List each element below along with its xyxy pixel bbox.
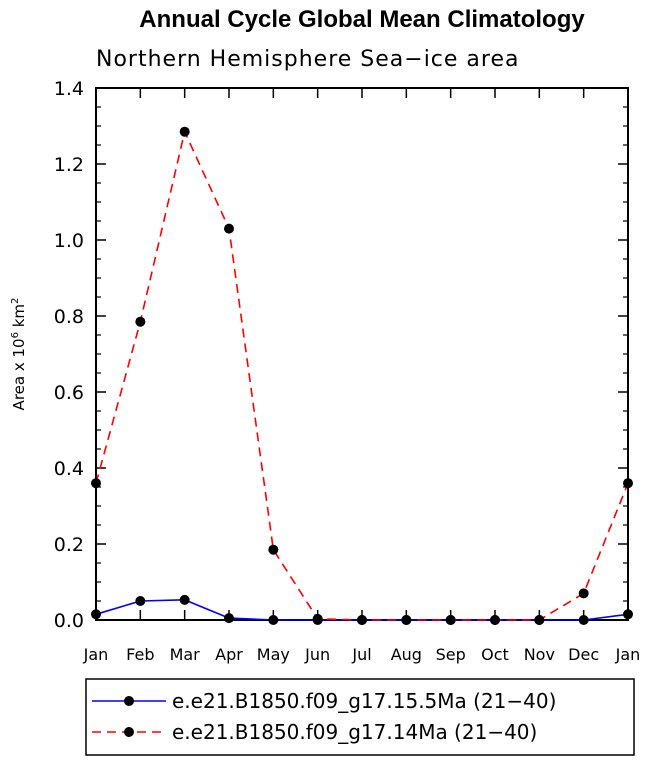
y-axis-label-unit: km [10,304,28,327]
chart-title: Annual Cycle Global Mean Climatology [139,6,585,33]
data-point [179,126,190,137]
data-point [135,316,146,327]
legend-label: e.e21.B1850.f09_g17.15.5Ma (21−40) [172,689,556,713]
data-point [91,609,101,620]
legend-marker [124,727,134,737]
data-point [135,596,146,606]
data-point [623,478,633,489]
data-point [224,223,234,234]
x-tick-label: Feb [126,645,154,664]
y-tick-label: 0.0 [54,610,84,632]
x-tick-label: Jan [83,645,109,664]
x-tick-label: Dec [568,645,599,664]
y-tick-label: 1.2 [54,154,84,176]
data-point [490,615,500,625]
y-tick-label: 1.0 [54,230,84,252]
y-tick-label: 0.2 [54,534,84,556]
y-axis-label-text: Area x 10 [10,338,28,410]
x-tick-label: Mar [170,645,201,664]
y-axis: 0.0 0.2 0.4 0.6 0.8 1.0 1.2 1.4 [54,78,628,632]
series-layer [91,126,633,625]
series-line [95,129,629,621]
x-tick-label: Jul [351,645,371,664]
y-tick-label: 1.4 [54,78,84,100]
data-point [179,594,190,605]
plot-area [95,87,629,621]
legend-label: e.e21.B1850.f09_g17.14Ma (21−40) [172,720,537,744]
legend-box [85,678,635,756]
y-axis-label-exponent: 6 [10,332,21,338]
data-point [224,613,234,624]
legend-marker [124,696,134,706]
x-tick-label: Jun [304,645,330,664]
x-tick-label: May [257,645,290,664]
legend: e.e21.B1850.f09_g17.15.5Ma (21−40) e.e21.… [85,678,635,756]
chart-subtitle: Northern Hemisphere Sea−ice area [96,47,520,72]
x-tick-label: Oct [481,645,509,664]
data-point [357,615,367,625]
data-point [91,478,101,489]
data-point [578,615,589,625]
y-axis-label-unit-exponent: 2 [10,298,21,304]
data-point [534,615,545,625]
x-axis: Jan Feb Mar Apr May Jun Jul Aug Sep Oct Nov Dec Jan [83,88,641,664]
x-tick-label: Nov [524,645,555,664]
y-axis-label: Area x 106 km2 [10,298,28,411]
legend-items: e.e21.B1850.f09_g17.15.5Ma (21−40) e.e21.… [92,689,556,744]
data-point [623,609,633,620]
y-tick-label: 0.8 [54,306,84,328]
y-tick-label: 0.6 [54,382,84,404]
y-tick-label: 0.4 [54,458,84,480]
x-tick-label: Apr [215,645,243,664]
x-tick-label: Aug [391,645,422,664]
data-point [445,615,456,625]
data-point [268,544,279,555]
data-point [578,588,589,599]
data-point [401,615,412,625]
data-point [268,615,279,625]
x-tick-label: Sep [436,645,466,664]
x-tick-label: Jan [615,645,641,664]
data-point [312,613,323,624]
